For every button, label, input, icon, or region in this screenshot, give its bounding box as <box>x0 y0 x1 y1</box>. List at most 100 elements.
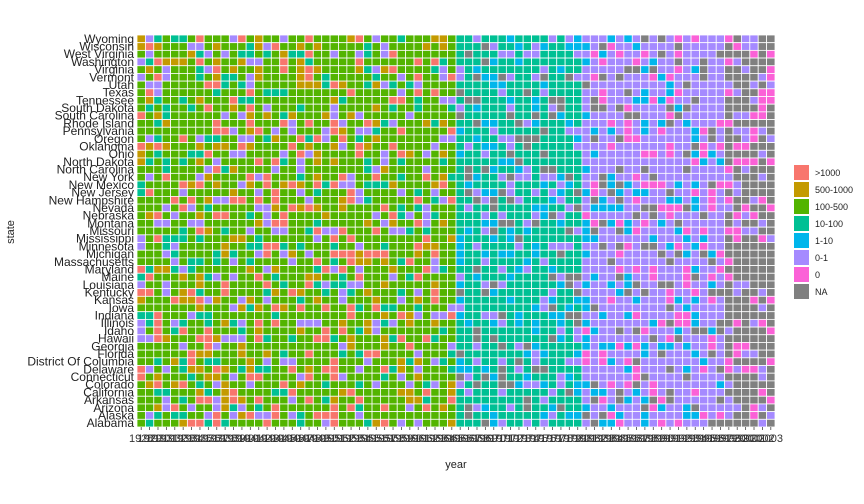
heatmap-tile <box>228 349 239 359</box>
heatmap-tile <box>321 88 331 97</box>
heatmap-tile <box>338 303 348 313</box>
heatmap-tile <box>144 172 155 182</box>
heatmap-tile <box>724 257 734 266</box>
heatmap-tile <box>354 188 365 197</box>
heatmap-tile <box>497 134 507 144</box>
heatmap-tile <box>682 157 692 167</box>
heatmap-tile <box>438 234 448 243</box>
heatmap-tile <box>657 34 667 44</box>
heatmap-tile <box>296 295 306 305</box>
heatmap-tile <box>665 280 675 290</box>
heatmap-tile <box>522 196 532 205</box>
heatmap-tile <box>741 288 751 297</box>
heatmap-tile <box>581 265 591 274</box>
heatmap-tile <box>455 88 465 97</box>
heatmap-tile <box>153 57 163 67</box>
heatmap-tile <box>757 219 768 228</box>
heatmap-tile <box>665 126 675 136</box>
heatmap-tile <box>245 411 255 420</box>
heatmap-tile <box>539 280 549 290</box>
heatmap-tile <box>623 219 633 228</box>
heatmap-tile <box>472 288 482 297</box>
heatmap-tile <box>514 395 524 405</box>
heatmap-tile <box>657 111 667 120</box>
heatmap-tile <box>657 326 667 336</box>
heatmap-tile <box>699 411 709 420</box>
heatmap-tile <box>631 272 642 282</box>
heatmap-tile <box>665 388 675 397</box>
state-label: Oklahoma <box>79 139 134 153</box>
heatmap-tile <box>623 380 633 389</box>
heatmap-tile <box>514 49 524 59</box>
heatmap-tile <box>363 318 373 328</box>
heatmap-tile <box>237 196 247 205</box>
heatmap-tile <box>254 126 264 136</box>
heatmap-tile <box>657 295 667 305</box>
heatmap-tile <box>304 88 314 97</box>
heatmap-tile <box>254 103 264 113</box>
heatmap-tile <box>665 411 675 420</box>
heatmap-tile <box>539 288 549 297</box>
heatmap-tile <box>598 80 608 90</box>
heatmap-tile <box>497 349 507 359</box>
heatmap-tile <box>480 96 490 105</box>
heatmap-tile <box>581 73 591 82</box>
heatmap-tile <box>136 49 146 59</box>
heatmap-tile <box>220 157 230 167</box>
heatmap-tile <box>413 295 423 305</box>
heatmap-tile <box>514 80 524 90</box>
heatmap-tile <box>749 103 759 113</box>
heatmap-tile <box>589 103 600 113</box>
heatmap-tile <box>312 295 323 305</box>
state-label: District Of Columbia <box>27 355 134 369</box>
heatmap-tile <box>354 372 365 382</box>
heatmap-tile <box>144 403 155 413</box>
heatmap-tile <box>514 103 524 113</box>
heatmap-tile <box>396 411 407 420</box>
heatmap-tile <box>657 157 667 167</box>
heatmap-tile <box>363 126 373 136</box>
heatmap-tile <box>673 103 684 113</box>
heatmap-tile <box>371 126 381 136</box>
heatmap-tile <box>338 219 348 228</box>
heatmap-tile <box>623 42 633 51</box>
heatmap-tile <box>757 303 768 313</box>
heatmap-tile <box>136 318 146 328</box>
heatmap-tile <box>514 418 524 428</box>
year-axis-labels: 1928192919301931193219331934193519361937… <box>129 427 783 445</box>
heatmap-tile <box>447 388 457 397</box>
heatmap-tile <box>338 395 348 405</box>
heatmap-tile <box>581 80 591 90</box>
heatmap-tile <box>757 418 768 428</box>
heatmap-tile <box>463 295 474 305</box>
heatmap-tile <box>144 196 155 205</box>
heatmap-tile <box>631 288 642 297</box>
heatmap-tile <box>505 272 516 282</box>
heatmap-tile <box>321 395 331 405</box>
heatmap-tile <box>522 380 532 389</box>
heatmap-tile <box>539 403 549 413</box>
heatmap-tile <box>648 242 658 251</box>
heatmap-tile <box>665 365 675 374</box>
heatmap-tile <box>598 149 608 159</box>
heatmap-tile <box>380 126 390 136</box>
heatmap-tile <box>556 403 566 413</box>
heatmap-tile <box>396 226 407 236</box>
heatmap-tile <box>531 342 541 351</box>
heatmap-tile <box>531 411 541 420</box>
heatmap-tile <box>463 234 474 243</box>
heatmap-tile <box>573 272 583 282</box>
heatmap-tile <box>724 318 734 328</box>
heatmap-tile <box>254 165 264 174</box>
heatmap-tile <box>371 203 381 213</box>
heatmap-tile <box>690 203 700 213</box>
heatmap-tile <box>631 165 642 174</box>
heatmap-tile <box>312 73 323 82</box>
heatmap-tile <box>715 149 726 159</box>
heatmap-tile <box>724 172 734 182</box>
heatmap-tile <box>480 49 490 59</box>
heatmap-tile <box>732 334 742 343</box>
heatmap-tile <box>153 149 163 159</box>
heatmap-tile <box>564 172 574 182</box>
heatmap-tile <box>186 157 197 167</box>
